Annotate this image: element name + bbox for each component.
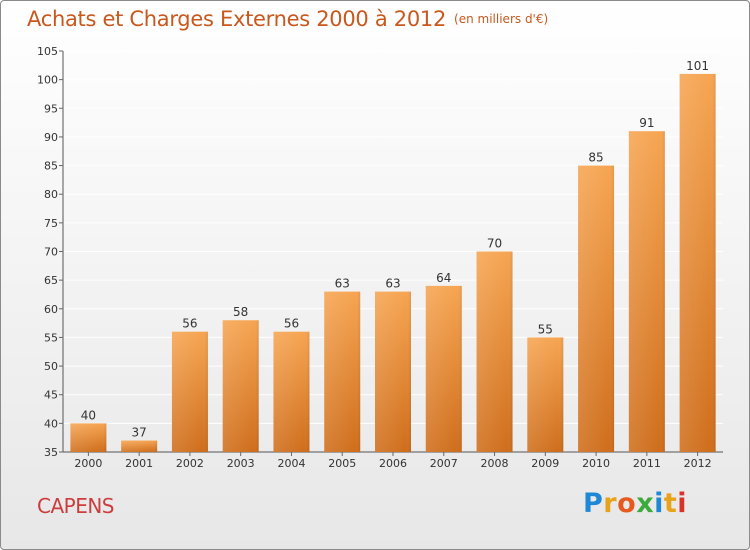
x-tick-label: 2008 [481,457,509,470]
bar-shade [222,320,259,452]
x-tick-label: 2001 [125,457,153,470]
logo-letter: r [603,488,618,519]
bar-2003 [222,320,259,452]
y-tick-label: 80 [44,188,58,201]
data-label: 58 [233,305,248,319]
x-tick-label: 2007 [430,457,458,470]
logo-letter: x [636,488,655,519]
chart-title-text: Achats et Charges Externes 2000 à 2012 [27,7,447,31]
y-tick-label: 65 [44,274,58,287]
bar-shade [527,337,564,452]
x-tick-label: 2005 [328,457,356,470]
bar-shade [70,423,107,452]
bars [70,73,716,453]
y-tick-label: 55 [44,331,58,344]
y-tick-label: 90 [44,131,58,144]
bar-2006 [375,291,411,452]
bar-2004 [273,331,310,452]
data-label: 64 [436,271,451,285]
data-label: 101 [686,59,709,73]
bar-shade [679,73,716,453]
bar-shade [578,165,615,453]
bar-2009 [527,337,564,452]
data-label: 56 [284,317,299,331]
bar-2000 [70,423,107,452]
data-label: 55 [538,322,553,336]
data-labels: 40 37 56 58 56 63 63 64 70 55 85 91 101 [81,59,709,440]
y-tick-label: 85 [44,160,58,173]
data-label: 40 [81,408,96,422]
x-axis-ticks: 2000 2001 2002 2003 2004 2005 2006 2007 2008 2009… [74,452,712,470]
data-label: 91 [639,116,654,130]
y-tick-label: 45 [44,389,58,402]
bar-shade [628,131,665,452]
data-label: 70 [487,237,502,251]
logo-letter: P [583,488,604,519]
y-tick-label: 50 [44,360,58,373]
bar-shade [273,331,310,452]
bar-2007 [425,285,462,452]
bar-2005 [324,291,361,452]
bar-shade [171,331,208,452]
bar-shade [375,291,411,452]
bar-shade [425,285,462,452]
y-tick-label: 75 [44,217,58,230]
proxiti-logo: Proxiti [583,488,687,519]
bar-2001 [121,440,158,452]
bar-2008 [476,251,513,452]
y-tick-label: 70 [44,246,58,259]
y-tick-label: 105 [37,45,58,58]
bar-2011 [628,131,665,452]
x-tick-label: 2010 [582,457,610,470]
logo-letter: t [663,488,678,519]
chart-title: Achats et Charges Externes 2000 à 2012 (e… [27,7,548,31]
y-tick-label: 60 [44,303,58,316]
data-label: 63 [335,277,350,291]
bar-2002 [171,331,208,452]
chart-subtitle: (en milliers d'€) [454,12,549,26]
y-tick-label: 95 [44,102,58,115]
x-tick-label: 2009 [531,457,559,470]
x-tick-label: 2000 [74,457,102,470]
bar-shade [324,291,361,452]
logo-letter: i [654,488,664,519]
location-name: CAPENS [37,494,115,518]
y-tick-label: 100 [37,74,58,87]
x-tick-label: 2012 [684,457,712,470]
y-tick-label: 35 [44,446,58,459]
x-tick-label: 2011 [633,457,661,470]
y-axis-ticks: 35 40 45 50 55 60 65 70 75 80 85 90 95 100 105 [37,45,63,459]
data-label: 63 [385,277,400,291]
data-label: 37 [132,426,147,440]
logo-letter: o [617,488,637,519]
bar-shade [476,251,513,452]
bar-2012 [679,73,716,453]
bar-shade [121,440,158,452]
x-tick-label: 2002 [176,457,204,470]
x-tick-label: 2006 [379,457,407,470]
data-label: 56 [182,317,197,331]
y-tick-label: 40 [44,417,58,430]
logo-letter: i [677,488,688,519]
x-tick-label: 2003 [227,457,255,470]
x-tick-label: 2004 [277,457,305,470]
data-label: 85 [588,151,603,165]
bar-2010 [578,165,615,453]
